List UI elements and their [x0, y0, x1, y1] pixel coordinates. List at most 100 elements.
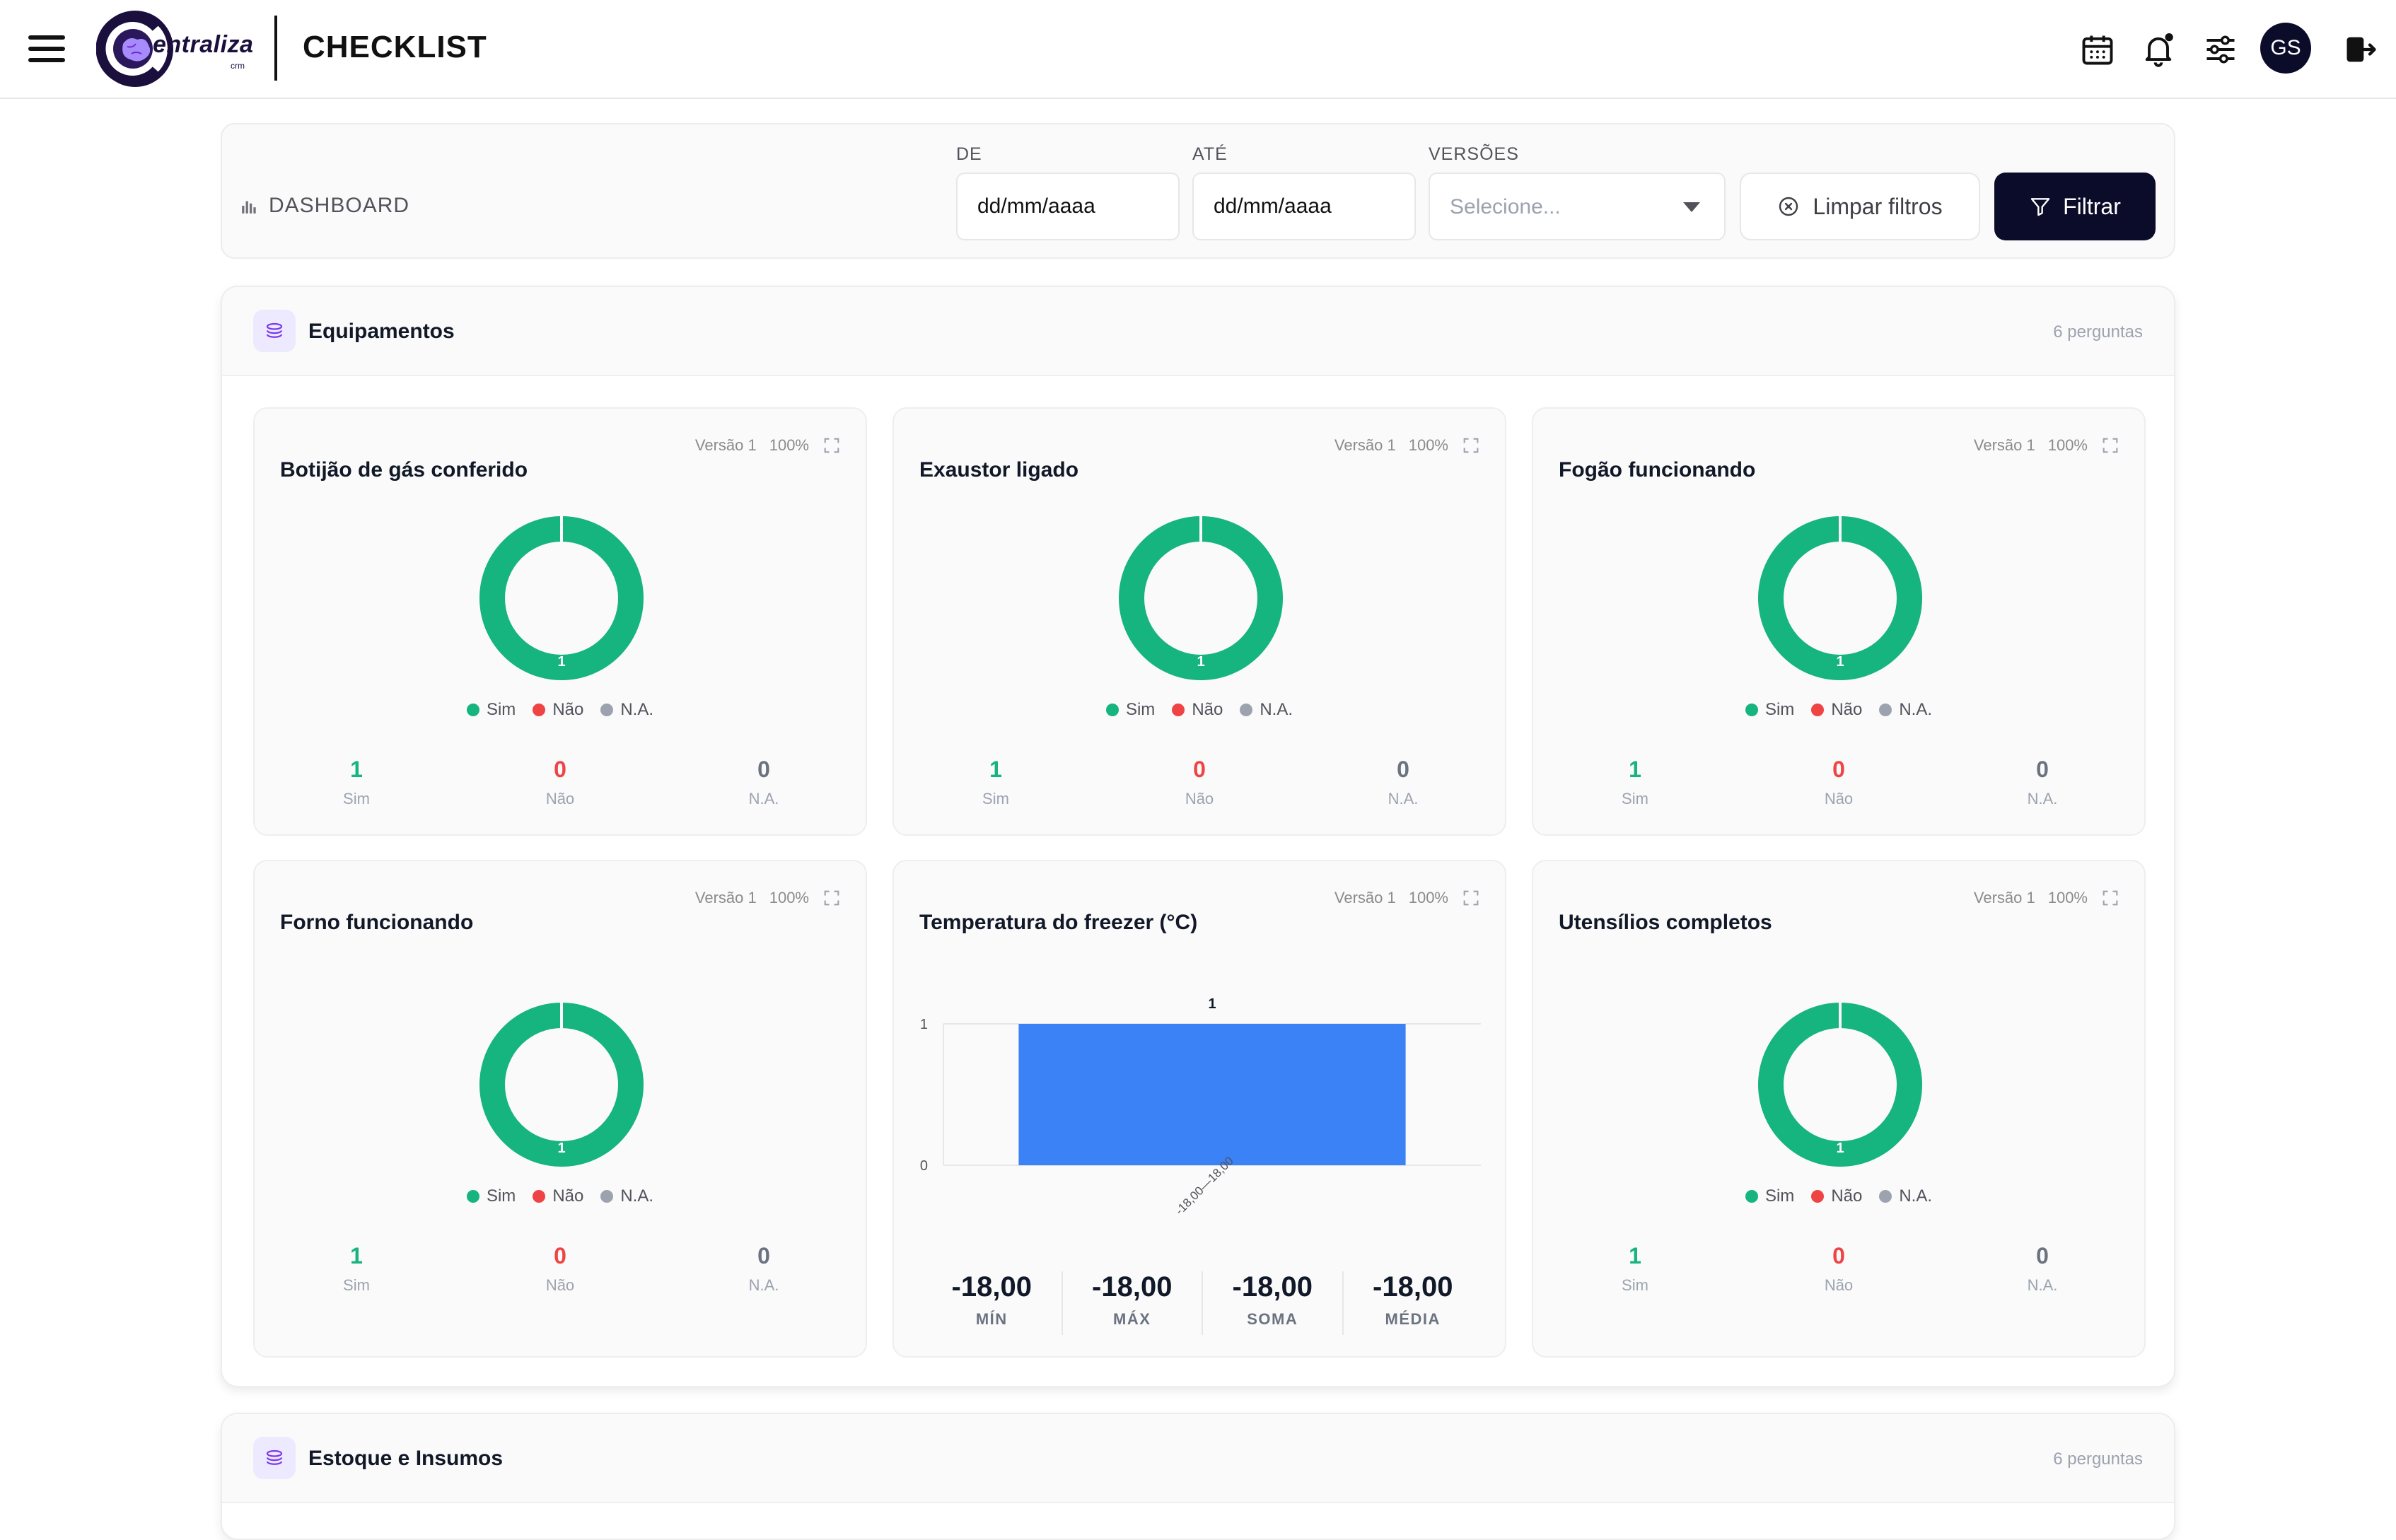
sim-label: Sim — [343, 1276, 370, 1294]
from-date-input[interactable] — [956, 173, 1180, 240]
legend-na[interactable]: N.A. — [1240, 700, 1293, 720]
na-count: 0 — [1397, 757, 1409, 782]
calendar-icon[interactable] — [2079, 31, 2116, 68]
na-label: N.A. — [2027, 1276, 2058, 1294]
chart-legend: Sim Não N.A. — [894, 700, 1505, 720]
logo-mark — [96, 11, 173, 87]
avg-label: MÉDIA — [1385, 1310, 1441, 1328]
donut-chart[interactable]: 1 — [1119, 516, 1283, 680]
y-tick-label: 1 — [920, 1017, 928, 1032]
expand-icon[interactable] — [1461, 888, 1481, 908]
legend-na[interactable]: N.A. — [1879, 1186, 1932, 1206]
funnel-icon — [2030, 198, 2050, 216]
question-title: Exaustor ligado — [919, 458, 1079, 482]
sim-dot-icon — [1105, 704, 1119, 716]
logout-icon[interactable] — [2342, 31, 2379, 68]
question-card: Versão 1 100% Exaustor ligado 1 Sim Não … — [892, 407, 1506, 836]
answer-stats: 1 Sim 0 Não 0 N.A. — [255, 757, 866, 808]
section-card: Estoque e Insumos 6 perguntas — [221, 1413, 2175, 1540]
question-count: 6 perguntas — [2053, 1449, 2143, 1469]
donut-chart[interactable]: 1 — [479, 1003, 644, 1167]
legend-nao[interactable]: Não — [1811, 1186, 1862, 1206]
question-title: Botijão de gás conferido — [280, 458, 528, 482]
title-divider — [274, 16, 277, 81]
sim-label: Sim — [982, 790, 1009, 807]
bar — [1018, 1024, 1406, 1165]
na-label: N.A. — [2027, 790, 2058, 807]
nao-count: 0 — [1193, 757, 1206, 782]
section-header[interactable]: Estoque e Insumos 6 perguntas — [222, 1414, 2174, 1503]
filter-button-label: Filtrar — [2063, 193, 2121, 219]
legend-sim[interactable]: Sim — [1105, 700, 1155, 720]
legend-sim[interactable]: Sim — [466, 1186, 516, 1206]
clear-filters-button[interactable]: Limpar filtros — [1740, 173, 1980, 240]
legend-sim[interactable]: Sim — [1745, 700, 1794, 720]
sim-count: 1 — [350, 1243, 363, 1268]
avg-value: -18,00 — [1373, 1271, 1453, 1302]
chart-legend: Sim Não N.A. — [1533, 1186, 2144, 1206]
menu-icon[interactable] — [28, 35, 65, 62]
donut-chart[interactable]: 1 — [1758, 516, 1922, 680]
percent-label: 100% — [769, 436, 809, 454]
legend-na-text: N.A. — [620, 1186, 654, 1206]
expand-icon[interactable] — [2100, 888, 2120, 908]
logo-subtext: crm — [231, 61, 245, 71]
legend-nao-text: Não — [552, 700, 584, 719]
version-label: Versão 1 — [1334, 889, 1396, 906]
bar-chart[interactable]: 011-18,00—18,00 — [908, 960, 1495, 1257]
legend-na-text: N.A. — [1899, 1186, 1933, 1206]
legend-nao[interactable]: Não — [533, 700, 583, 720]
na-count: 0 — [757, 757, 770, 782]
summary-min: -18,00 MÍN — [922, 1271, 1063, 1335]
dashboard-label: DASHBOARD — [240, 194, 409, 218]
legend-sim[interactable]: Sim — [466, 700, 516, 720]
na-label: N.A. — [748, 1276, 779, 1294]
nao-dot-icon — [1811, 704, 1825, 716]
legend-nao[interactable]: Não — [1172, 700, 1223, 720]
legend-na-text: N.A. — [620, 700, 654, 719]
expand-icon[interactable] — [822, 888, 842, 908]
version-label: Versão 1 — [1973, 436, 2035, 454]
expand-icon[interactable] — [2100, 436, 2120, 455]
sim-count: 1 — [1629, 1243, 1641, 1268]
sim-dot-icon — [1745, 1190, 1758, 1203]
chart-legend: Sim Não N.A. — [255, 1186, 866, 1206]
expand-icon[interactable] — [822, 436, 842, 455]
section-title: Equipamentos — [308, 320, 455, 343]
question-count: 6 perguntas — [2053, 322, 2143, 342]
percent-label: 100% — [1408, 436, 1448, 454]
legend-sim[interactable]: Sim — [1745, 1186, 1794, 1206]
versions-select[interactable]: Selecione... — [1429, 173, 1726, 240]
legend-na[interactable]: N.A. — [600, 700, 653, 720]
section-header[interactable]: Equipamentos 6 perguntas — [222, 287, 2174, 376]
legend-na[interactable]: N.A. — [600, 1186, 653, 1206]
nao-dot-icon — [533, 704, 546, 716]
logo[interactable]: entraliza crm — [96, 10, 260, 88]
section-title: Estoque e Insumos — [308, 1447, 504, 1470]
nao-label: Não — [1185, 790, 1214, 807]
sim-label: Sim — [1622, 790, 1648, 807]
filter-button[interactable]: Filtrar — [1994, 173, 2156, 240]
to-date-input[interactable] — [1192, 173, 1416, 240]
legend-na[interactable]: N.A. — [1879, 700, 1932, 720]
bell-icon[interactable] — [2140, 31, 2177, 68]
legend-sim-text: Sim — [486, 700, 516, 719]
percent-label: 100% — [769, 889, 809, 906]
na-dot-icon — [600, 704, 614, 716]
donut-chart[interactable]: 1 — [1758, 1003, 1922, 1167]
sliders-icon[interactable] — [2202, 31, 2239, 68]
sim-count: 1 — [989, 757, 1002, 782]
legend-nao[interactable]: Não — [1811, 700, 1862, 720]
avatar[interactable]: GS — [2260, 23, 2311, 74]
version-label: Versão 1 — [694, 436, 757, 454]
nao-dot-icon — [533, 1190, 546, 1203]
question-title: Temperatura do freezer (°C) — [919, 911, 1198, 934]
donut-chart[interactable]: 1 — [479, 516, 644, 680]
expand-icon[interactable] — [1461, 436, 1481, 455]
question-card: Versão 1 100% Forno funcionando 1 Sim Nã… — [253, 860, 867, 1358]
legend-nao[interactable]: Não — [533, 1186, 583, 1206]
min-value: -18,00 — [951, 1271, 1032, 1302]
na-count: 0 — [757, 1243, 770, 1268]
y-tick-label: 0 — [920, 1158, 928, 1174]
na-count: 0 — [2036, 1243, 2049, 1268]
